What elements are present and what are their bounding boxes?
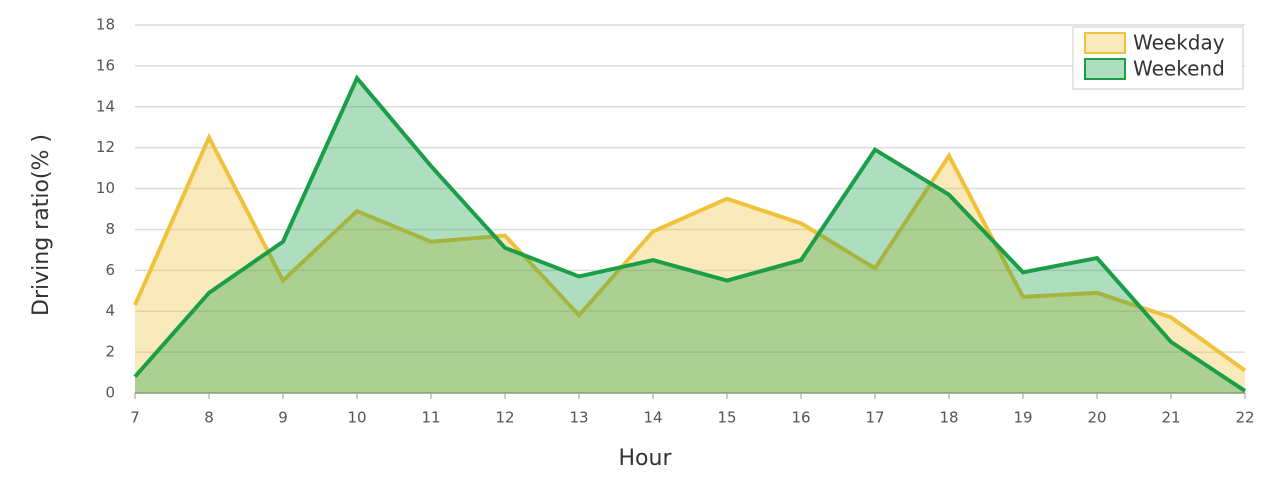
y-tick-label: 12 bbox=[96, 138, 115, 156]
x-tick-label: 16 bbox=[791, 409, 810, 427]
y-tick-label: 0 bbox=[105, 384, 115, 402]
x-tick-label: 15 bbox=[717, 409, 736, 427]
x-tick-label: 14 bbox=[643, 409, 662, 427]
x-tick-label: 13 bbox=[569, 409, 588, 427]
x-tick-label: 20 bbox=[1087, 409, 1106, 427]
x-tick-label: 9 bbox=[278, 409, 288, 427]
x-tick-label: 22 bbox=[1235, 409, 1254, 427]
x-tick-label: 10 bbox=[347, 409, 366, 427]
x-tick-label: 7 bbox=[130, 409, 140, 427]
y-tick-label: 6 bbox=[105, 261, 115, 279]
x-tick-label: 12 bbox=[495, 409, 514, 427]
line bbox=[133, 74, 1247, 393]
area bbox=[135, 78, 1245, 394]
legend-swatch bbox=[1084, 58, 1126, 80]
x-tick-label: 8 bbox=[204, 409, 214, 427]
y-tick-label: 16 bbox=[96, 56, 115, 74]
y-tick-label: 10 bbox=[96, 179, 115, 197]
x-tick-label: 19 bbox=[1013, 409, 1032, 427]
x-tick-label: 11 bbox=[421, 409, 440, 427]
line bbox=[133, 132, 1247, 373]
legend-label: Weekend bbox=[1133, 57, 1225, 81]
x-tick-label: 21 bbox=[1161, 409, 1180, 427]
y-tick-label: 14 bbox=[96, 97, 115, 115]
legend-label: Weekday bbox=[1133, 31, 1225, 55]
y-tick-label: 2 bbox=[105, 343, 115, 361]
x-tick-label: 18 bbox=[939, 409, 958, 427]
y-tick-label: 4 bbox=[105, 302, 115, 320]
area bbox=[135, 137, 1245, 393]
y-tick-label: 8 bbox=[105, 220, 115, 238]
y-axis-title: Driving ratio(% ) bbox=[29, 134, 54, 316]
legend-swatch bbox=[1084, 32, 1126, 54]
y-tick-label: 18 bbox=[96, 16, 115, 34]
x-tick-label: 17 bbox=[865, 409, 884, 427]
x-axis-title: Hour bbox=[619, 446, 673, 471]
